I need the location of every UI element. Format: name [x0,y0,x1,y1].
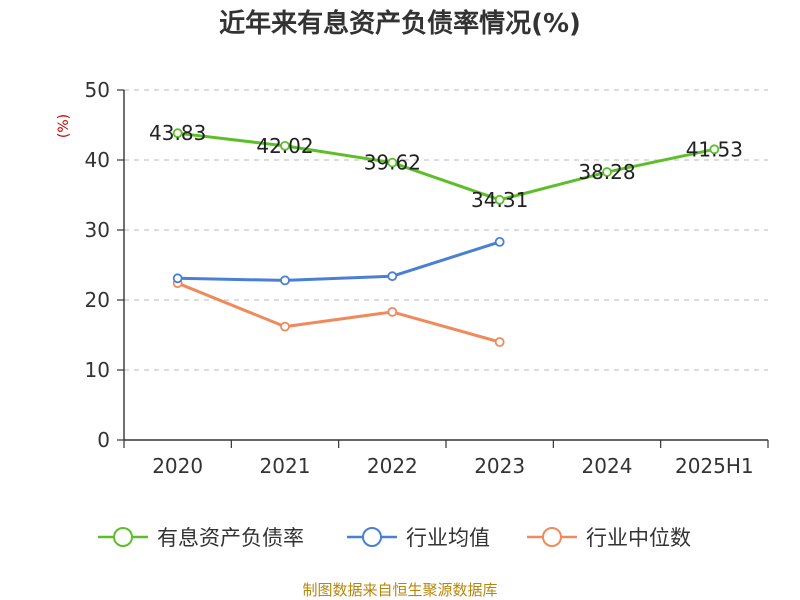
gridlines [124,89,768,371]
series-line [176,240,502,282]
data-point [172,128,183,139]
chart-title: 近年来有息资产负债率情况(%) [219,8,581,39]
data-point [494,194,505,205]
series-line [176,131,716,202]
y-tick-label: 40 [85,148,110,172]
y-tick-labels: 0 10 20 30 40 50 [85,78,110,452]
data-label: 34.31 [471,188,528,212]
data-point [494,236,505,247]
x-tick-label: 2024 [582,454,633,478]
y-tick-label: 0 [97,428,110,452]
y-tick-label: 50 [85,78,110,102]
x-tick-label: 2023 [474,454,525,478]
legend-marker [362,527,382,547]
data-point [387,306,398,317]
data-point [387,271,398,282]
y-tick-label: 10 [85,358,110,382]
legend: 有息资产负债率 行业均值 行业中位数 [98,526,691,550]
legend-label: 行业中位数 [586,526,691,550]
x-tick-label: 2025H1 [675,454,754,478]
data-point [387,157,398,168]
data-label: 42.02 [256,134,313,158]
source-note: 制图数据来自恒生聚源数据库 [302,581,497,599]
data-labels: 43.83 42.02 39.62 34.31 38.28 41.53 [149,121,743,212]
data-label: 41.53 [686,137,743,161]
x-tick-label: 2022 [367,454,418,478]
series-line [176,281,502,344]
axes [117,89,769,448]
y-axis-unit: (%) [56,114,72,138]
data-point [280,275,290,286]
x-tick-label: 2021 [260,454,311,478]
x-tick-labels: 2020 2021 2022 2023 2024 2025H1 [152,454,753,478]
y-tick-label: 30 [85,218,110,242]
legend-marker [113,527,133,547]
data-label: 38.28 [578,160,635,184]
legend-label: 行业均值 [406,526,490,550]
data-point [280,321,290,332]
data-point [280,140,290,151]
data-point [602,167,612,177]
data-label: 43.83 [149,121,206,145]
legend-marker [542,527,562,547]
legend-label: 有息资产负债率 [157,526,304,550]
data-label: 39.62 [364,151,421,175]
data-point [709,144,720,155]
y-tick-label: 20 [85,288,110,312]
x-tick-label: 2020 [152,454,203,478]
data-point [494,337,505,347]
data-point [172,273,183,284]
series-group [172,128,720,347]
